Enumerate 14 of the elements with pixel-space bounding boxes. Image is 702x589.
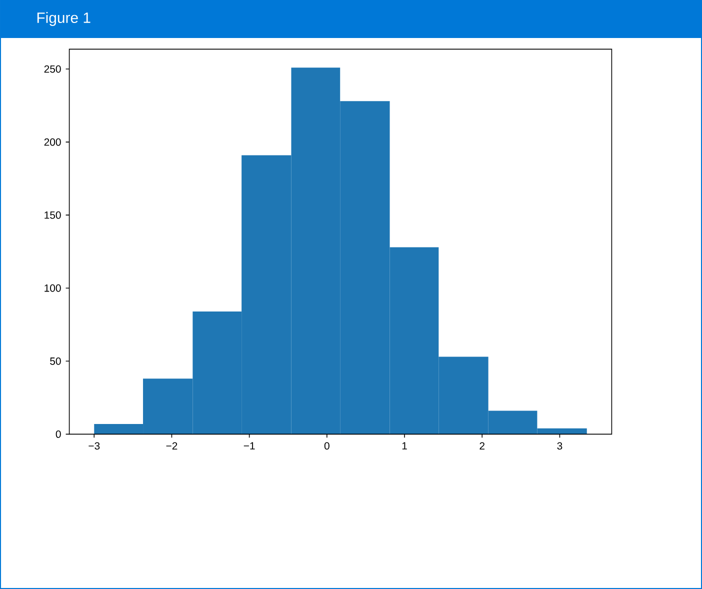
y-tick-label: 250 — [44, 65, 61, 73]
x-tick-label: 1 — [402, 442, 407, 450]
x-tick-label: −1 — [244, 442, 255, 450]
y-tick-label: 150 — [44, 211, 61, 219]
y-tick-label: 100 — [44, 284, 61, 292]
chart-title: Figure 1 — [37, 12, 90, 26]
y-tick-label: 50 — [50, 357, 61, 365]
x-tick-label: −2 — [166, 442, 178, 450]
x-tick-label: 3 — [557, 442, 562, 450]
x-tick-label: 0 — [324, 442, 330, 450]
x-tick-label: 2 — [480, 442, 484, 450]
y-tick-label: 0 — [56, 430, 61, 438]
y-tick-label: 200 — [44, 138, 61, 146]
x-tick-label: −3 — [88, 442, 100, 450]
